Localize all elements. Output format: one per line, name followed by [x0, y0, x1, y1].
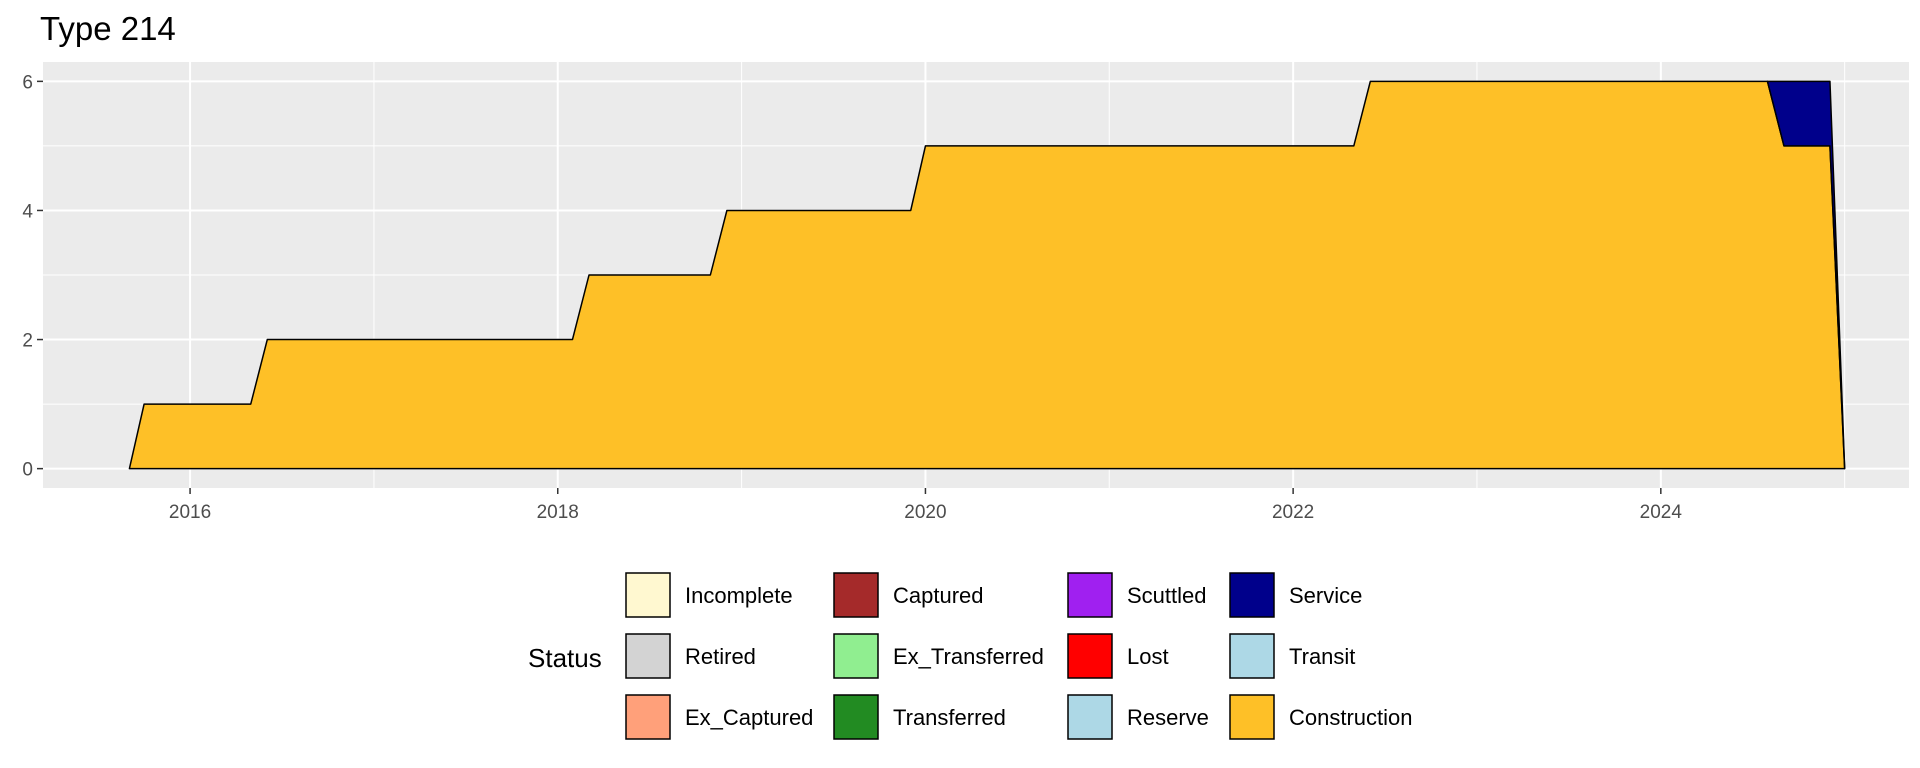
- legend-label: Scuttled: [1127, 583, 1207, 608]
- x-axis: 2016 2018 2020 2022 2024: [169, 488, 1682, 523]
- legend-key-transit: [1229, 633, 1275, 679]
- legend-key-service: [1229, 572, 1275, 618]
- legend-label: Captured: [893, 583, 984, 608]
- legend-title: Status: [528, 643, 602, 673]
- legend-key-captured: [833, 572, 879, 618]
- x-tick-label: 2024: [1640, 502, 1683, 523]
- x-tick-label: 2020: [904, 502, 946, 523]
- legend-key-scuttled: [1067, 572, 1113, 618]
- x-tick-label: 2022: [1272, 502, 1314, 523]
- legend: Status Incomplete Retired Ex_Captured Captu…: [528, 572, 1413, 740]
- legend-label: Ex_Captured: [685, 705, 813, 730]
- legend-key-ex-transferred: [833, 633, 879, 679]
- legend-key-lost: [1067, 633, 1113, 679]
- legend-label: Retired: [685, 644, 756, 669]
- y-axis: 0 2 4 6: [22, 72, 43, 481]
- legend-key-ex-captured: [625, 694, 671, 740]
- legend-label: Transit: [1289, 644, 1355, 669]
- chart-title: Type 214: [40, 10, 176, 47]
- y-tick-label: 6: [22, 72, 33, 93]
- y-tick-label: 0: [22, 460, 33, 481]
- x-tick-label: 2018: [537, 502, 579, 523]
- legend-key-construction: [1229, 694, 1275, 740]
- legend-key-transferred: [833, 694, 879, 740]
- area-series: [128, 80, 1846, 470]
- legend-key-reserve: [1067, 694, 1113, 740]
- y-tick-label: 2: [22, 331, 33, 352]
- x-tick-label: 2016: [169, 502, 211, 523]
- legend-label: Service: [1289, 583, 1362, 608]
- legend-label: Reserve: [1127, 705, 1209, 730]
- legend-key-incomplete: [625, 572, 671, 618]
- area-service: [1766, 80, 1846, 470]
- legend-label: Lost: [1127, 644, 1169, 669]
- y-tick-label: 4: [22, 201, 33, 222]
- legend-label: Transferred: [893, 705, 1006, 730]
- legend-key-retired: [625, 633, 671, 679]
- legend-label: Ex_Transferred: [893, 644, 1044, 669]
- legend-label: Incomplete: [685, 583, 793, 608]
- legend-label: Construction: [1289, 705, 1413, 730]
